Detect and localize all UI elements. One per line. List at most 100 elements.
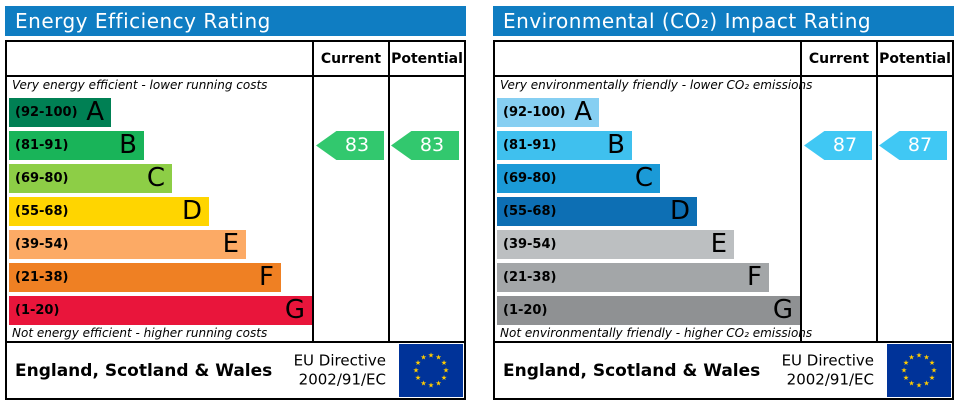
band-d: (55-68) D [497, 197, 697, 226]
column-divider [312, 42, 314, 343]
band-b: (81-91) B [9, 131, 144, 160]
band-range: (55-68) [15, 204, 69, 219]
header-divider [7, 75, 464, 77]
panel-title: Environmental (CO₂) Impact Rating [493, 6, 954, 36]
potential-column-header: Potential [391, 50, 463, 67]
environmental-impact-panel: Environmental (CO₂) Impact Rating Curren… [493, 6, 954, 400]
band-c: (69-80) C [9, 164, 172, 193]
eu-directive-line1: EU Directive [293, 351, 386, 369]
svg-text:★: ★ [415, 374, 421, 382]
current-column-header: Current [320, 50, 382, 67]
svg-text:★: ★ [923, 380, 929, 388]
footer-divider [7, 341, 464, 343]
svg-text:★: ★ [908, 354, 914, 362]
band-a: (92-100) A [9, 98, 111, 127]
svg-text:★: ★ [441, 359, 447, 367]
band-range: (81-91) [15, 138, 69, 153]
svg-text:★: ★ [931, 367, 937, 375]
bottom-caption: Not environmentally friendly - higher CO… [500, 326, 813, 340]
co2-rating-chart: Current Potential Very environmentally f… [493, 40, 954, 400]
current-rating-arrow: 87 [804, 131, 872, 160]
band-range: (1-20) [15, 303, 60, 318]
eu-directive-label: EU Directive 2002/91/EC [782, 351, 874, 390]
band-range: (92-100) [15, 105, 78, 120]
energy-rating-chart: Current Potential Very energy efficient … [5, 40, 466, 400]
panel-footer: England, Scotland & Wales EU Directive 2… [7, 343, 464, 398]
band-a: (92-100) A [497, 98, 599, 127]
band-letter: C [146, 163, 165, 193]
band-range: (1-20) [503, 303, 548, 318]
band-f: (21-38) F [497, 263, 769, 292]
band-range: (81-91) [503, 138, 557, 153]
bottom-caption: Not energy efficient - higher running co… [12, 326, 268, 340]
band-letter: E [222, 229, 239, 259]
svg-text:★: ★ [916, 382, 922, 390]
band-range: (21-38) [503, 270, 557, 285]
band-range: (69-80) [503, 171, 557, 186]
svg-text:★: ★ [916, 352, 922, 360]
band-e: (39-54) E [9, 230, 246, 259]
svg-text:★: ★ [428, 382, 434, 390]
top-caption: Very environmentally friendly - lower CO… [500, 78, 813, 92]
svg-text:★: ★ [435, 354, 441, 362]
band-letter: G [284, 295, 305, 325]
band-letter: G [772, 295, 793, 325]
band-letter: F [259, 262, 274, 292]
svg-text:★: ★ [903, 359, 909, 367]
column-divider [800, 42, 802, 343]
current-rating-arrow: 83 [316, 131, 384, 160]
svg-text:★: ★ [435, 380, 441, 388]
band-d: (55-68) D [9, 197, 209, 226]
eu-flag-icon: ★ ★★ ★★★ ★★★ ★★★ [887, 344, 951, 397]
energy-efficiency-panel: Energy Efficiency Rating Current Potenti… [5, 6, 466, 400]
panel-title: Energy Efficiency Rating [5, 6, 466, 36]
svg-text:★: ★ [415, 359, 421, 367]
eu-directive-line1: EU Directive [781, 351, 874, 369]
svg-text:★: ★ [420, 380, 426, 388]
eu-directive-line2: 2002/91/EC [298, 370, 386, 389]
potential-rating-arrow: 83 [391, 131, 459, 160]
band-letter: D [669, 196, 690, 226]
band-range: (39-54) [503, 237, 557, 252]
region-label: England, Scotland & Wales [15, 360, 273, 381]
band-range: (69-80) [15, 171, 69, 186]
potential-rating-arrow: 87 [879, 131, 947, 160]
header-divider [495, 75, 952, 77]
rating-bands: (92-100) A (81-91) B (69-80) C (55-68) D… [497, 98, 800, 329]
column-divider [876, 42, 878, 343]
region-label: England, Scotland & Wales [503, 360, 761, 381]
band-letter: A [86, 97, 104, 127]
band-b: (81-91) B [497, 131, 632, 160]
band-range: (92-100) [503, 105, 566, 120]
panel-footer: England, Scotland & Wales EU Directive 2… [495, 343, 952, 398]
band-range: (55-68) [503, 204, 557, 219]
svg-text:★: ★ [923, 354, 929, 362]
band-g: (1-20) G [9, 296, 312, 325]
svg-text:★: ★ [903, 374, 909, 382]
band-letter: F [747, 262, 762, 292]
svg-text:★: ★ [443, 367, 449, 375]
band-c: (69-80) C [497, 164, 660, 193]
band-letter: B [607, 130, 625, 160]
current-column-header: Current [808, 50, 870, 67]
band-letter: B [119, 130, 137, 160]
svg-text:★: ★ [901, 367, 907, 375]
band-g: (1-20) G [497, 296, 800, 325]
svg-text:★: ★ [420, 354, 426, 362]
eu-flag-icon: ★ ★★ ★★★ ★★★ ★★★ [399, 344, 463, 397]
band-range: (21-38) [15, 270, 69, 285]
rating-bands: (92-100) A (81-91) B (69-80) C (55-68) D… [9, 98, 312, 329]
band-range: (39-54) [15, 237, 69, 252]
footer-divider [495, 341, 952, 343]
band-letter: D [181, 196, 202, 226]
svg-text:★: ★ [441, 374, 447, 382]
svg-text:★: ★ [428, 352, 434, 360]
band-letter: E [710, 229, 727, 259]
potential-column-header: Potential [879, 50, 951, 67]
top-caption: Very energy efficient - lower running co… [12, 78, 268, 92]
svg-text:★: ★ [929, 374, 935, 382]
svg-text:★: ★ [908, 380, 914, 388]
band-f: (21-38) F [9, 263, 281, 292]
column-divider [388, 42, 390, 343]
band-letter: A [574, 97, 592, 127]
